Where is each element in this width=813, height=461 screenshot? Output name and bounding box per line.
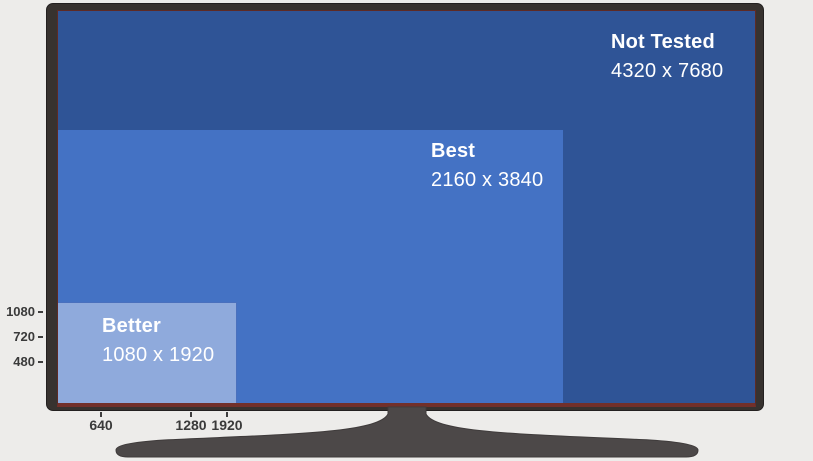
tv-screen-region-not-tested: Not Tested 4320 x 7680 Best 2160 x 3840 … <box>57 10 756 407</box>
region-title-better: Better <box>102 315 161 337</box>
region-resolution-better: 1080 x 1920 <box>102 344 215 366</box>
x-tick-dash <box>226 412 228 417</box>
y-tick-dash <box>38 360 43 363</box>
label-group-not-tested: Not Tested 4320 x 7680 <box>611 31 723 82</box>
x-tick-1280: 1280 <box>175 417 207 433</box>
y-tick-1080: 1080 <box>0 303 43 319</box>
y-tick-720: 720 <box>0 328 43 344</box>
tv-stand-shape <box>115 406 699 458</box>
y-tick-label: 1080 <box>6 303 35 319</box>
tv-stand <box>115 406 699 458</box>
region-resolution-best: 2160 x 3840 <box>431 169 544 191</box>
region-resolution-not-tested: 4320 x 7680 <box>611 60 724 82</box>
y-tick-label: 720 <box>13 328 35 344</box>
x-tick-dash <box>190 412 192 417</box>
label-group-best: Best 2160 x 3840 <box>431 140 543 191</box>
region-title-best: Best <box>431 140 476 162</box>
x-tick-dash <box>100 412 102 417</box>
x-tick-1920: 1920 <box>211 417 243 433</box>
region-better <box>58 302 237 403</box>
y-tick-480: 480 <box>0 353 43 369</box>
y-tick-dash <box>38 310 43 313</box>
x-tick-640: 640 <box>89 417 113 433</box>
label-group-better: Better 1080 x 1920 <box>102 315 214 366</box>
y-tick-dash <box>38 335 43 338</box>
region-title-not-tested: Not Tested <box>611 31 715 53</box>
y-tick-label: 480 <box>13 353 35 369</box>
